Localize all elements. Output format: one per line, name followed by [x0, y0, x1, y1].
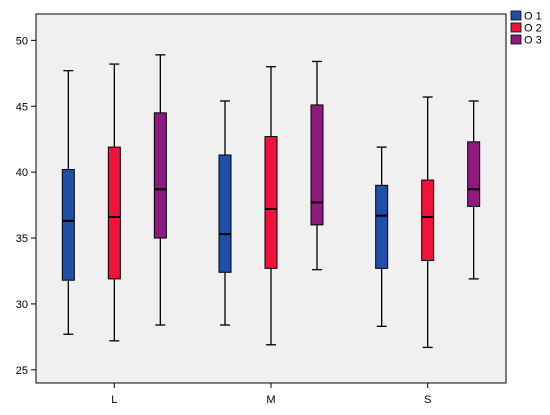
y-tick-label: 35 — [16, 233, 28, 245]
x-tick-label: L — [111, 394, 117, 406]
box-plot — [218, 100, 232, 326]
legend-swatch — [510, 34, 522, 45]
iqr-box — [467, 141, 481, 207]
y-tick-label: 45 — [16, 101, 28, 113]
iqr-box — [264, 136, 278, 269]
legend-swatch — [510, 10, 522, 21]
box-plot — [467, 100, 481, 280]
iqr-box — [421, 179, 435, 261]
x-tick-label: S — [424, 394, 431, 406]
x-tick-label: M — [266, 394, 275, 406]
box-plot — [153, 54, 167, 326]
y-tick-label: 50 — [16, 35, 28, 47]
iqr-box — [61, 169, 75, 281]
y-tick-label: 30 — [16, 299, 28, 311]
box-plot — [61, 70, 75, 335]
box-plot — [264, 66, 278, 346]
iqr-box — [107, 146, 121, 280]
y-axis: 25 30 35 40 45 50 — [16, 35, 36, 377]
box-plot — [310, 60, 324, 271]
box-plot — [421, 96, 435, 349]
legend: O 1O 2O 3 — [510, 10, 542, 47]
box-series-group — [61, 54, 481, 349]
legend-swatch — [510, 22, 522, 33]
legend-label: O 3 — [524, 35, 542, 47]
y-tick-label: 25 — [16, 365, 28, 377]
legend-label: O 1 — [524, 11, 542, 23]
iqr-box — [153, 112, 167, 239]
box-plot — [375, 146, 389, 327]
iqr-box — [218, 154, 232, 273]
y-tick-label: 40 — [16, 167, 28, 179]
legend-label: O 2 — [524, 23, 542, 35]
iqr-box — [375, 184, 389, 269]
iqr-box — [310, 104, 324, 226]
box-plot — [107, 63, 121, 342]
